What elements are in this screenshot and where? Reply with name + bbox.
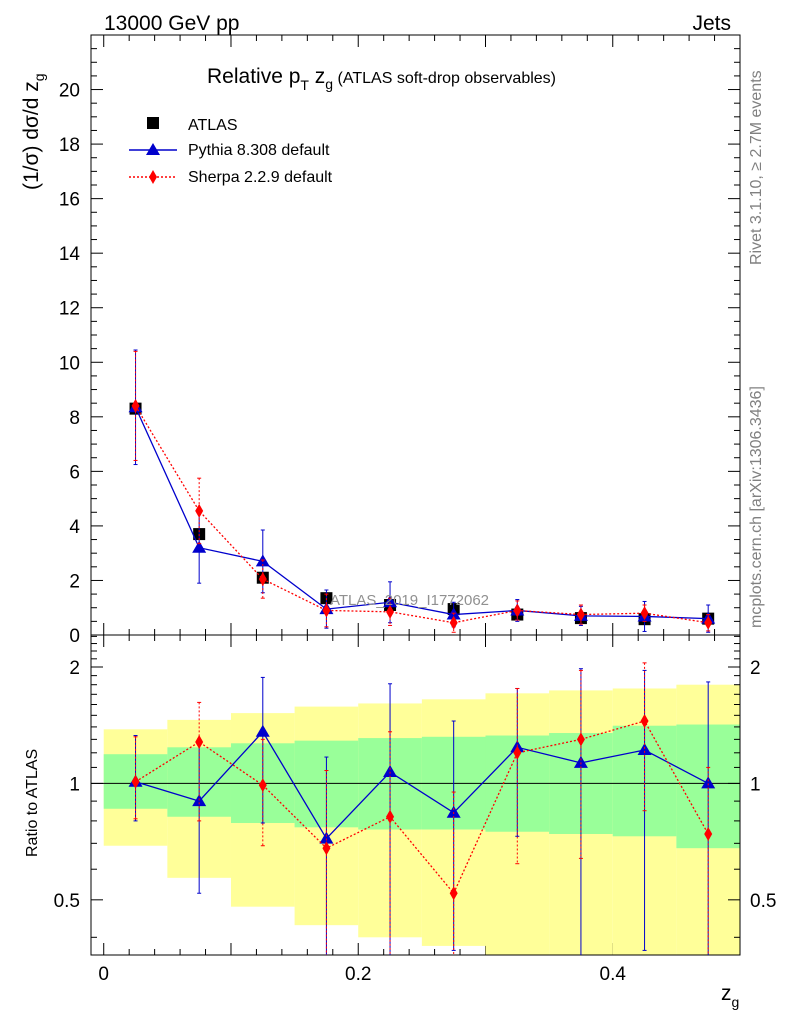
chart-title: Relative pT zg (ATLAS soft-drop observab… bbox=[207, 65, 556, 93]
sherpa-ratio-point bbox=[322, 841, 331, 856]
ratio-tick-label-right: 0.5 bbox=[750, 891, 776, 912]
sherpa-ratio-line bbox=[135, 720, 709, 895]
ratio-frame bbox=[90, 634, 741, 956]
pythia-ratio-point bbox=[383, 765, 398, 778]
sherpa-ratio-point bbox=[131, 774, 140, 789]
sherpa-point bbox=[704, 615, 713, 630]
y-tick-label: 18 bbox=[59, 135, 80, 156]
pythia-ratio-point bbox=[255, 724, 270, 737]
y-tick-label: 2 bbox=[69, 571, 80, 592]
sherpa-ratio-point bbox=[195, 734, 204, 749]
process-label: Jets bbox=[692, 12, 731, 35]
ratio-panel: 0 0.2 0.4 0.5 0.5 1 1 2 2 bbox=[54, 634, 776, 985]
legend-label-pythia: Pythia 8.308 default bbox=[188, 142, 330, 159]
ratio-tick-label: 1 bbox=[69, 774, 80, 795]
x-tick-label: 0.4 bbox=[600, 964, 627, 985]
sherpa-ratio-point bbox=[449, 886, 458, 901]
sherpa-ratio-point bbox=[513, 745, 522, 760]
sherpa-point bbox=[195, 503, 204, 518]
pythia-ratio-point bbox=[637, 743, 652, 756]
sherpa-ratio-point bbox=[704, 826, 713, 841]
y-tick-label: 0 bbox=[69, 626, 80, 647]
pythia-point bbox=[192, 540, 207, 553]
legend-marker-sherpa bbox=[149, 170, 157, 184]
sherpa-point bbox=[322, 603, 331, 618]
ratio-tick-label: 0.5 bbox=[54, 891, 80, 912]
legend-marker-atlas bbox=[147, 117, 159, 129]
legend-label-atlas: ATLAS bbox=[188, 117, 238, 134]
analysis-watermark: ATLAS_2019_I1772062 bbox=[330, 592, 489, 609]
legend-marker-pythia bbox=[146, 143, 160, 155]
pythia-ratio-point bbox=[446, 805, 461, 818]
pythia-ratio-line bbox=[135, 730, 709, 840]
y-tick-label: 6 bbox=[69, 462, 80, 483]
y-tick-label: 10 bbox=[59, 353, 80, 374]
pythia-point bbox=[383, 595, 398, 608]
pythia-ratio-point bbox=[319, 831, 334, 844]
pythia-line bbox=[134, 407, 709, 620]
y-tick-label: 12 bbox=[59, 299, 80, 320]
y-tick-label: 8 bbox=[69, 408, 80, 429]
sherpa-line bbox=[134, 405, 709, 624]
pythia-ratio-point bbox=[701, 776, 716, 789]
ratio-axis-label: Ratio to ATLAS bbox=[24, 749, 41, 857]
sherpa-point bbox=[640, 606, 649, 621]
sherpa-point bbox=[513, 603, 522, 618]
sherpa-ratio-point bbox=[386, 809, 395, 824]
x-tick-label: 0.2 bbox=[345, 964, 371, 985]
y-tick-label: 14 bbox=[59, 244, 81, 265]
sherpa-point bbox=[449, 615, 458, 630]
sherpa-ratio-point bbox=[640, 714, 649, 729]
legend-label-sherpa: Sherpa 2.2.9 default bbox=[188, 169, 333, 186]
energy-label: 13000 GeV pp bbox=[104, 12, 239, 35]
sherpa-point bbox=[386, 604, 395, 619]
mcplots-info: mcplots.cern.ch [arXiv:1306.3436] bbox=[748, 386, 765, 628]
ratio-tick-label-right: 2 bbox=[750, 658, 761, 679]
rivet-info: Rivet 3.1.10, ≥ 2.7M events bbox=[748, 70, 765, 265]
x-axis-label: zg bbox=[721, 982, 739, 1010]
x-tick-label: 0 bbox=[98, 964, 109, 985]
sherpa-point bbox=[131, 398, 140, 413]
y-tick-label: 4 bbox=[69, 517, 80, 538]
y-axis-label: (1/σ) dσ/d zg bbox=[20, 73, 47, 190]
sherpa-point bbox=[258, 572, 267, 587]
sherpa-ratio-point bbox=[576, 732, 585, 747]
pythia-ratio-point bbox=[573, 755, 588, 768]
ratio-tick-label: 2 bbox=[69, 658, 80, 679]
legend: ATLAS Pythia 8.308 default Sherpa 2.2.9 … bbox=[129, 117, 333, 186]
sherpa-ratio-point bbox=[258, 778, 267, 793]
ratio-tick-label-right: 1 bbox=[750, 774, 761, 795]
y-tick-label: 20 bbox=[59, 81, 80, 102]
y-tick-label: 16 bbox=[59, 190, 80, 211]
sherpa-point bbox=[576, 607, 585, 622]
